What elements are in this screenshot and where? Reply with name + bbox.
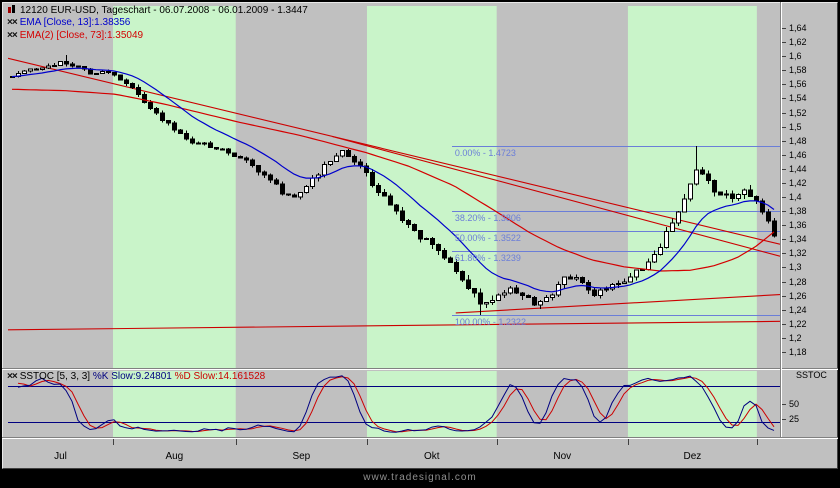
indicator-icon: ×× bbox=[7, 30, 18, 41]
indicator-icon: ×× bbox=[7, 371, 18, 382]
stochastic-legend: ×× SSTOC [5, 3, 3] %K Slow:9.24801 %D Slo… bbox=[7, 371, 265, 383]
candlestick-icon bbox=[7, 4, 17, 18]
watermark: www.tradesignal.com bbox=[363, 472, 477, 483]
ema13-legend: ×× EMA [Close, 13]:1.38356 bbox=[7, 17, 130, 29]
indicator-icon: ×× bbox=[7, 17, 18, 28]
ema73-legend: ×× EMA(2) [Close, 73]:1.35049 bbox=[7, 30, 143, 42]
stoch-axis-title: SSTOC bbox=[796, 370, 827, 380]
chart-title: 12120 EUR-USD, Tageschart - 06.07.2008 -… bbox=[7, 4, 308, 18]
stoch-k-label: %K Slow:9.24801 bbox=[92, 371, 175, 382]
stoch-d-label: %D Slow:14.161528 bbox=[174, 371, 266, 382]
ema73-label: EMA(2) [Close, 73]:1.35049 bbox=[19, 30, 144, 41]
ema13-label: EMA [Close, 13]:1.38356 bbox=[19, 17, 131, 28]
stoch-name: SSTOC [5, 3, 3] bbox=[19, 371, 93, 382]
chart-title-text: 12120 EUR-USD, Tageschart - 06.07.2008 -… bbox=[20, 5, 308, 16]
